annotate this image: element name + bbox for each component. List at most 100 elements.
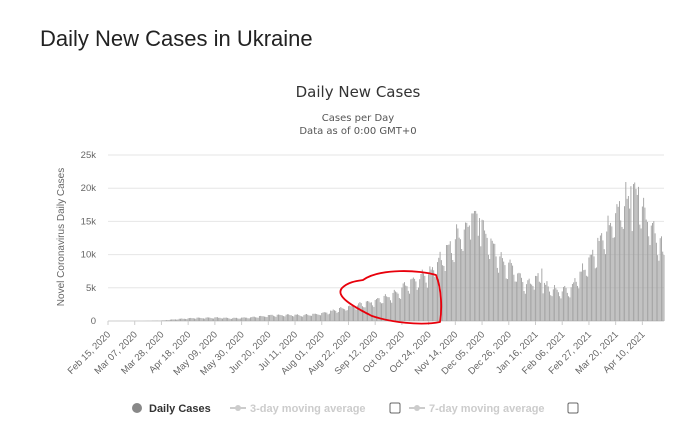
daily-cases-bar xyxy=(608,225,610,321)
daily-cases-bar xyxy=(364,307,366,321)
daily-cases-bar xyxy=(164,320,166,321)
daily-cases-bar xyxy=(225,317,227,321)
daily-cases-bar xyxy=(202,318,204,321)
daily-cases-bar xyxy=(351,305,353,321)
daily-cases-bar xyxy=(598,240,600,321)
daily-cases-bar xyxy=(649,245,651,321)
daily-cases-bar xyxy=(256,317,258,321)
daily-cases-bar xyxy=(531,284,533,321)
daily-cases-bar xyxy=(378,298,380,321)
daily-cases-bar xyxy=(312,313,314,321)
daily-cases-bar xyxy=(381,303,382,321)
legend-item-daily-cases[interactable]: Daily Cases xyxy=(132,403,211,415)
daily-cases-bar xyxy=(449,241,451,321)
daily-cases-bar xyxy=(219,317,221,321)
daily-cases-bar xyxy=(194,318,195,321)
daily-cases-bar xyxy=(529,283,531,321)
daily-cases-bar xyxy=(414,278,416,321)
daily-cases-bar xyxy=(630,186,632,321)
daily-cases-bar xyxy=(379,302,381,321)
daily-cases-bar xyxy=(575,281,577,321)
daily-cases-bar xyxy=(372,305,374,321)
daily-cases-bar xyxy=(508,262,510,321)
daily-cases-bar xyxy=(648,236,650,321)
daily-cases-bar xyxy=(303,315,305,321)
daily-cases-bar xyxy=(353,306,355,321)
daily-cases-bar xyxy=(566,292,568,321)
daily-cases-bar xyxy=(317,314,319,321)
daily-cases-bar xyxy=(462,250,464,321)
daily-cases-bar xyxy=(275,316,277,321)
daily-cases-bar xyxy=(601,233,603,321)
daily-cases-bar xyxy=(599,235,601,321)
daily-cases-bar xyxy=(543,282,545,321)
daily-cases-bar xyxy=(336,312,338,321)
daily-cases-bar xyxy=(421,269,423,321)
daily-cases-bar xyxy=(322,312,324,321)
daily-cases-bar xyxy=(332,309,334,321)
daily-cases-bar xyxy=(612,237,614,321)
daily-cases-bar xyxy=(552,289,554,321)
daily-cases-bar xyxy=(196,317,198,321)
daily-cases-bar xyxy=(174,319,176,321)
daily-cases-bar xyxy=(447,245,449,321)
daily-cases-bar xyxy=(569,297,571,321)
daily-cases-bar xyxy=(487,254,489,321)
daily-cases-bar xyxy=(307,314,309,321)
daily-cases-bar xyxy=(248,318,250,321)
daily-cases-bar xyxy=(571,284,573,321)
daily-cases-bar xyxy=(289,315,291,321)
daily-cases-bar xyxy=(187,318,189,321)
daily-cases-bar xyxy=(233,317,235,321)
daily-cases-bar xyxy=(579,271,581,321)
daily-cases-bar xyxy=(334,310,335,321)
daily-cases-bar xyxy=(400,298,402,321)
daily-cases-bar xyxy=(563,287,564,321)
legend-item-7-day-moving-average[interactable]: 7-day moving average xyxy=(409,403,545,415)
7-day-average-checkbox[interactable] xyxy=(567,402,579,414)
daily-cases-bar xyxy=(596,267,598,321)
3-day-average-checkbox[interactable] xyxy=(389,402,401,414)
daily-cases-bar xyxy=(636,194,638,321)
daily-cases-bar xyxy=(631,231,633,321)
daily-cases-bar xyxy=(503,261,505,321)
daily-cases-bar xyxy=(253,316,255,321)
daily-cases-bar xyxy=(241,317,243,321)
daily-cases-bar xyxy=(242,317,244,321)
daily-cases-bar xyxy=(286,314,288,321)
daily-cases-bar xyxy=(206,317,208,321)
daily-cases-bar xyxy=(501,258,503,321)
daily-cases-bar xyxy=(382,303,384,321)
daily-cases-bar xyxy=(383,295,385,321)
daily-cases-bar xyxy=(554,285,556,321)
daily-cases-bar xyxy=(653,221,655,321)
daily-cases-bar xyxy=(659,238,661,321)
daily-cases-bar xyxy=(369,302,371,321)
daily-cases-bar xyxy=(509,259,511,321)
daily-cases-bar xyxy=(454,239,456,321)
daily-cases-bar xyxy=(556,289,558,321)
legend-item-3-day-moving-average[interactable]: 3-day moving average xyxy=(230,403,366,415)
daily-cases-bar xyxy=(440,260,442,321)
daily-cases-bar xyxy=(167,320,169,321)
daily-cases-bar xyxy=(411,278,413,321)
daily-cases-bar xyxy=(285,314,287,321)
daily-cases-bar xyxy=(589,254,591,321)
daily-cases-bar xyxy=(274,316,276,321)
y-tick-label: 15k xyxy=(81,216,97,227)
daily-cases-bar xyxy=(304,314,306,321)
chart-subtitle-line-1: Cases per Day xyxy=(322,113,394,124)
legend-label-7-day-moving-average: 7-day moving average xyxy=(429,403,545,415)
daily-cases-bar xyxy=(542,293,544,321)
red-annotation-loop xyxy=(339,270,443,325)
daily-cases-bar xyxy=(621,226,623,321)
daily-cases-bar xyxy=(377,298,379,321)
daily-cases-bar xyxy=(647,221,648,321)
daily-cases-bar xyxy=(346,310,348,321)
daily-cases-bar xyxy=(162,320,164,321)
daily-cases-bar xyxy=(402,283,404,321)
daily-cases-bar xyxy=(401,287,403,321)
daily-cases-bar xyxy=(444,271,446,321)
daily-cases-bar xyxy=(605,254,606,321)
daily-cases-bar xyxy=(318,314,320,321)
